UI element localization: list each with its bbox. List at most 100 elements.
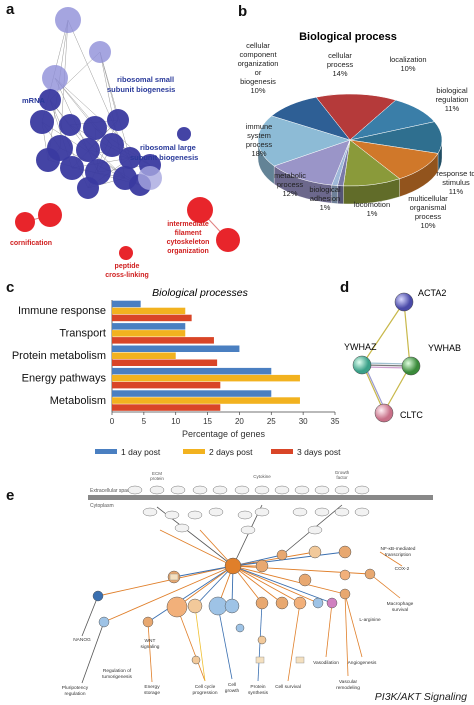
- pathway-edge: [232, 565, 301, 604]
- label-line: signaling: [141, 644, 160, 650]
- network-node: [77, 177, 99, 199]
- pie-label-line: localization: [389, 55, 426, 64]
- bar: [112, 367, 272, 375]
- pie-label: response to stimulus 11%: [436, 169, 474, 196]
- pie-label-line: metabolic: [274, 171, 306, 180]
- label-line: L-arginine: [359, 617, 381, 623]
- pathway-edge: [232, 565, 283, 604]
- pathway-edge: [147, 621, 153, 683]
- bar: [112, 404, 221, 411]
- pie-label-line: 10%: [420, 221, 435, 230]
- node-ywhab: [401, 356, 421, 376]
- pathway-node: [275, 596, 289, 610]
- pathway-node: [237, 510, 253, 520]
- panel-b-letter: b: [238, 3, 247, 20]
- label-line: Cell: [228, 682, 236, 688]
- label-line: COX-2: [395, 566, 410, 572]
- pathway-edge: [194, 565, 234, 607]
- network-label-cornification: cornification: [10, 240, 52, 247]
- label-line: Growth: [335, 470, 350, 475]
- panel-c-letter: c: [6, 279, 14, 296]
- x-tick-label: 35: [331, 417, 340, 426]
- pathway-node: [208, 596, 228, 616]
- pie-label-line: 1%: [320, 203, 331, 212]
- pathway-node: [294, 485, 310, 495]
- node-acta2: [394, 292, 414, 312]
- pathway-outcomes: NANOG Pluripotency regulation Regulation…: [62, 546, 416, 697]
- network-node: [36, 148, 60, 172]
- network-label-ribosomal-large: ribosomal large subunit biogenesis: [130, 143, 198, 162]
- pathway-edge: [232, 565, 319, 604]
- pathway-node: [234, 485, 250, 495]
- pathway-node: [364, 568, 376, 580]
- label-line: intermediate: [167, 221, 209, 228]
- pathway-node: [254, 485, 270, 495]
- panel-d: d ACTA2 YWHAZ YWHAB CLTC: [340, 279, 461, 423]
- cell-membrane: [88, 495, 433, 500]
- pie-slice: [271, 96, 351, 141]
- pathway-graph: [81, 485, 403, 684]
- pathway-edge: [287, 602, 301, 682]
- pathway-edge: [81, 621, 105, 684]
- x-tick-label: 5: [142, 417, 147, 426]
- x-tick-label: 25: [267, 417, 276, 426]
- pathway-edge: [103, 565, 234, 623]
- pathway-node: [240, 525, 256, 535]
- node-ywhaz: [352, 355, 372, 375]
- pie-label-line: stimulus: [442, 178, 470, 187]
- panel-c: c Biological processes 0 5 10 15 20 25 30 35 Per…: [6, 279, 341, 457]
- pathway-node: [187, 510, 203, 520]
- network-label-ribosomal-small: ribosomal small subunit biogenesis: [107, 75, 175, 94]
- pathway-edge: [217, 605, 233, 680]
- pie-slice: [315, 93, 397, 141]
- pathway-edge: [232, 565, 333, 604]
- network-edge: [49, 51, 101, 101]
- pie-label-line: biological: [436, 86, 468, 95]
- label-line: WNT: [145, 638, 156, 644]
- pathway-node: [254, 507, 270, 517]
- pathway-node: [255, 559, 269, 573]
- pie-label: biological adhesion 1%: [309, 185, 341, 212]
- bar-chart: 0 5 10 15 20 25 30 35 Percentage of genes Immune …: [12, 300, 341, 457]
- pie-slice: [349, 121, 443, 154]
- label-line: synthesis: [248, 690, 269, 696]
- pathway-node: [212, 485, 228, 495]
- pathway-caption: PI3K/AKT Signaling: [375, 691, 467, 703]
- pie-label-line: component: [239, 50, 277, 59]
- pathway-node: [174, 523, 190, 533]
- pathway-edge: [344, 593, 363, 658]
- network-node: [89, 41, 111, 63]
- label-line: progression: [192, 690, 217, 696]
- panel-e: e Extracellular space Cytoplasm ECM prot…: [6, 470, 467, 703]
- label-line: ribosomal small: [117, 75, 174, 84]
- pathway-node: [169, 573, 179, 581]
- network-node: [39, 89, 61, 111]
- x-axis-label: Percentage of genes: [182, 429, 266, 439]
- pathway-node: [354, 485, 370, 495]
- pathway-edge: [344, 593, 349, 677]
- category-label: Protein metabolism: [12, 350, 106, 362]
- node-cltc: [374, 403, 394, 423]
- network-node: [177, 127, 191, 141]
- category-label: Metabolism: [50, 395, 106, 407]
- panel-e-letter: e: [6, 487, 14, 504]
- bar: [112, 337, 214, 344]
- label-line: organization: [167, 248, 209, 255]
- network-node: [38, 203, 62, 227]
- x-tick-label: 10: [171, 417, 180, 426]
- pathway-node: [314, 485, 330, 495]
- pathway-node: [142, 616, 154, 628]
- label-line: Cell survival: [275, 684, 301, 690]
- pie-chart: [257, 93, 443, 205]
- network-node: [187, 197, 213, 223]
- x-tick-label: 20: [235, 417, 244, 426]
- pie-label: biological regulation 11%: [436, 86, 469, 113]
- pathway-node: [224, 598, 240, 614]
- pathway-node: [166, 596, 188, 618]
- pathway-edge: [325, 602, 333, 658]
- pathway-node: [92, 590, 104, 602]
- pathway-node: [98, 616, 110, 628]
- panel-a: a ribosomal small subunit biogenesis rib…: [6, 1, 240, 279]
- label-line: Pluripotency: [62, 685, 89, 691]
